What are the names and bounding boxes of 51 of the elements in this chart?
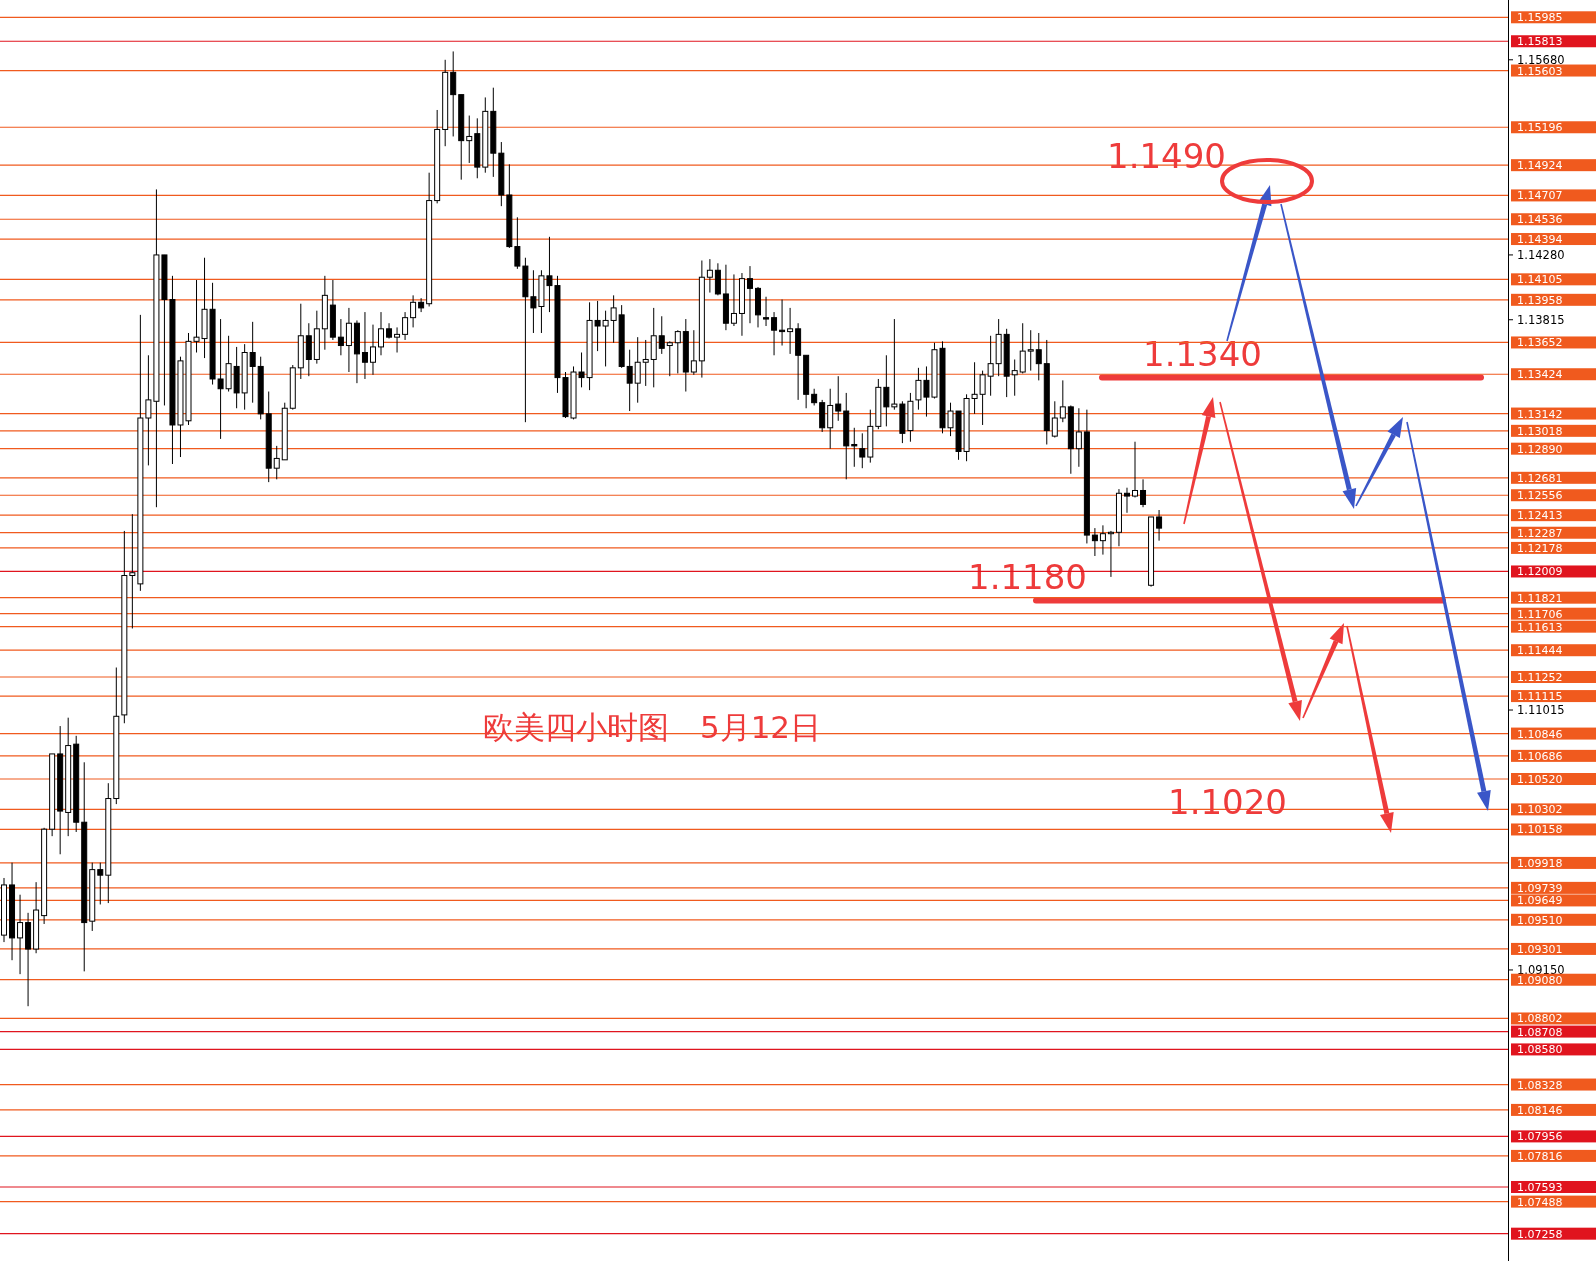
ref-line-label: 1.08328 [1517, 1078, 1563, 1092]
ref-line-label: 1.08708 [1517, 1025, 1563, 1039]
ref-line-label: 1.08146 [1517, 1103, 1563, 1117]
ref-line-label: 1.12413 [1517, 509, 1563, 523]
ref-line-label: 1.07488 [1517, 1195, 1563, 1209]
ref-line-label: 1.12556 [1517, 489, 1563, 503]
ref-line-label: 1.07258 [1517, 1227, 1563, 1241]
ref-line-label: 1.13018 [1517, 424, 1563, 438]
ref-line-label: 1.11613 [1517, 620, 1563, 634]
ref-line-label: 1.11821 [1517, 591, 1563, 605]
ref-line-label: 1.09649 [1517, 894, 1563, 908]
ref-line-label: 1.12681 [1517, 471, 1563, 485]
ref-line-label: 1.09918 [1517, 856, 1563, 870]
ref-line-label: 1.10686 [1517, 749, 1563, 763]
ref-line-label: 1.13142 [1517, 407, 1563, 421]
ref-line-label: 1.10846 [1517, 727, 1563, 741]
ref-line-label: 1.11444 [1517, 644, 1563, 658]
ref-line-label: 1.14394 [1517, 233, 1563, 247]
ref-line-label: 1.12178 [1517, 541, 1563, 555]
ref-line-label: 1.14924 [1517, 159, 1563, 173]
ref-line-label: 1.13958 [1517, 293, 1563, 307]
ref-line-label: 1.08802 [1517, 1012, 1563, 1026]
ref-line-label: 1.12890 [1517, 442, 1563, 456]
y-tick-label: 1.13815 [1517, 312, 1565, 327]
ref-line-label: 1.09301 [1517, 942, 1563, 956]
y-tick-label: 1.14280 [1517, 247, 1565, 262]
ref-line-label: 1.11706 [1517, 607, 1563, 621]
ref-line-label: 1.07816 [1517, 1149, 1563, 1163]
ref-line-label: 1.09510 [1517, 913, 1563, 927]
ref-line-label: 1.10520 [1517, 773, 1563, 787]
ref-line-label: 1.12009 [1517, 565, 1563, 579]
ref-line-label: 1.15813 [1517, 35, 1563, 49]
ref-line-label: 1.07593 [1517, 1180, 1563, 1194]
ref-line-label: 1.10302 [1517, 803, 1563, 817]
ref-line-label: 1.15985 [1517, 11, 1563, 25]
ref-line-label: 1.14707 [1517, 189, 1563, 203]
ref-line-label: 1.15603 [1517, 64, 1563, 78]
ref-line-label: 1.15196 [1517, 121, 1563, 135]
ref-line-label: 1.10158 [1517, 823, 1563, 837]
ref-line-label: 1.12287 [1517, 526, 1563, 540]
y-tick-label: 1.15680 [1517, 52, 1565, 67]
y-tick-label: 1.11015 [1517, 703, 1565, 718]
ref-line-label: 1.11115 [1517, 690, 1563, 704]
ref-line-label: 1.11252 [1517, 670, 1563, 684]
ref-line-label: 1.14536 [1517, 213, 1563, 227]
ref-line-label: 1.07956 [1517, 1130, 1563, 1144]
ref-line-label: 1.13652 [1517, 336, 1563, 350]
ref-line-label: 1.13424 [1517, 368, 1563, 382]
ref-line-label: 1.14105 [1517, 273, 1563, 287]
ref-line-label: 1.08580 [1517, 1043, 1563, 1057]
ref-line-label: 1.09739 [1517, 881, 1563, 895]
